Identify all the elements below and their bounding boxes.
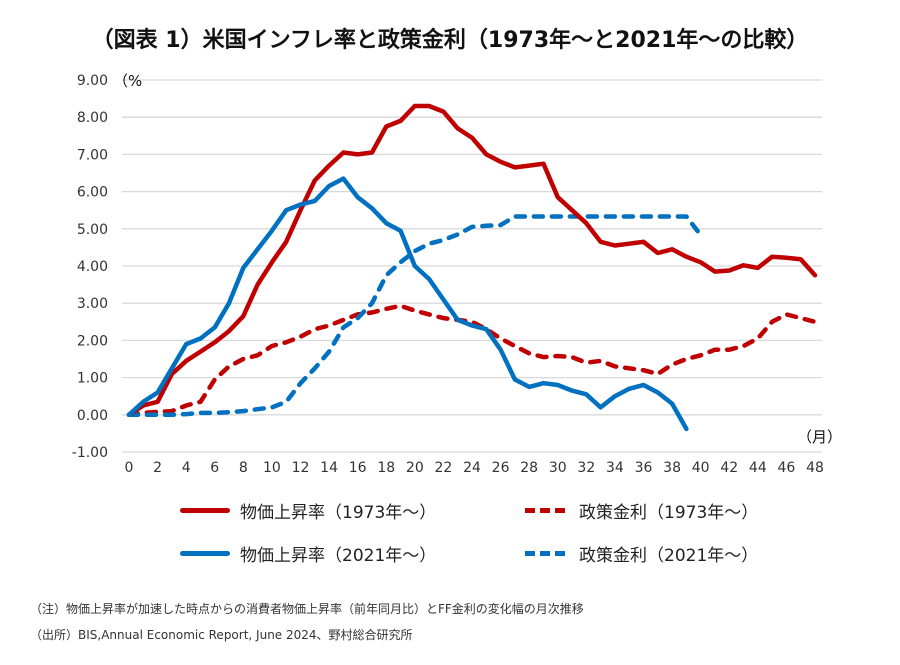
series-line-rate-2021 (126, 214, 703, 418)
x-tick-label: 38 (663, 460, 681, 476)
y-tick-label: -1.00 (72, 445, 108, 461)
gridlines (122, 79, 822, 453)
footnotes: （注）物価上昇率が加速した時点からの消費者物価上昇率（前年同月比）とFF金利の変… (30, 596, 584, 648)
y-tick-label: 1.00 (77, 371, 108, 387)
x-tick-label: 4 (182, 460, 191, 476)
x-tick-label: 48 (806, 460, 824, 476)
legend-swatch-dashed-blue (525, 551, 565, 556)
x-tick-label: 40 (692, 460, 710, 476)
x-tick-label: 36 (635, 460, 653, 476)
legend-item-rate-2021: 政策金利（2021年～） (520, 541, 758, 566)
y-axis-ticks: 9.00 8.00 7.00 6.00 5.00 4.00 3.00 2.00 1.00 0.00… (72, 73, 108, 461)
legend-swatch-dashed-red (525, 508, 565, 513)
x-tick-label: 6 (210, 460, 219, 476)
x-tick-label: 18 (377, 460, 395, 476)
legend-label: 政策金利（1973年～） (579, 503, 759, 523)
x-tick-label: 16 (349, 460, 367, 476)
x-axis-ticks: 0 2 4 6 8 10 12 14 16 18 20 22 24 26 28 30 32 34 36 38 40 42 4… (125, 460, 824, 476)
legend-item-rate-1973: 政策金利（1973年～） (520, 498, 758, 523)
legend-item-cpi-1973: 物価上昇率（1973年～） (180, 498, 436, 523)
x-tick-label: 42 (720, 460, 738, 476)
x-tick-label: 14 (320, 460, 338, 476)
legend-label: 物価上昇率（1973年～） (240, 503, 437, 523)
x-tick-label: 20 (406, 460, 424, 476)
x-tick-label: 8 (239, 460, 248, 476)
source-text: （出所）BIS,Annual Economic Report, June 202… (30, 628, 413, 642)
x-tick-label: 28 (520, 460, 538, 476)
y-tick-label: 9.00 (77, 73, 108, 89)
x-tick-label: 34 (606, 460, 624, 476)
y-tick-label: 4.00 (77, 259, 108, 275)
y-tick-label: 6.00 (77, 185, 108, 201)
series-line-cpi-2021 (126, 176, 689, 432)
line-chart: 9.00 8.00 7.00 6.00 5.00 4.00 3.00 2.00 1.00 0.00… (72, 72, 842, 476)
series-line-cpi-1973 (126, 103, 818, 418)
series-line-rate-1973 (126, 303, 818, 418)
legend-label: 政策金利（2021年～） (579, 546, 759, 566)
legend-label: 物価上昇率（2021年～） (240, 546, 437, 566)
x-tick-label: 32 (577, 460, 595, 476)
x-tick-label: 12 (292, 460, 310, 476)
x-tick-label: 44 (749, 460, 767, 476)
y-tick-label: 2.00 (77, 333, 108, 349)
y-tick-label: 7.00 (77, 147, 108, 163)
y-tick-label: 5.00 (77, 222, 108, 238)
y-axis-unit-label: （% (113, 72, 142, 90)
x-tick-label: 22 (435, 460, 453, 476)
series-lines (126, 103, 818, 432)
x-tick-label: 2 (153, 460, 162, 476)
legend-item-cpi-2021: 物価上昇率（2021年～） (180, 541, 436, 566)
x-axis-unit-label: （月） (797, 428, 842, 446)
chart-title: （図表 1）米国インフレ率と政策金利（1973年～と2021年～の比較） (91, 28, 809, 53)
x-tick-label: 30 (549, 460, 567, 476)
x-tick-label: 0 (125, 460, 134, 476)
x-tick-label: 46 (778, 460, 796, 476)
y-tick-label: 3.00 (77, 296, 108, 312)
y-tick-label: 8.00 (77, 110, 108, 126)
x-tick-label: 26 (492, 460, 510, 476)
note-text: （注）物価上昇率が加速した時点からの消費者物価上昇率（前年同月比）とFF金利の変… (30, 602, 584, 616)
x-tick-label: 24 (463, 460, 481, 476)
legend-swatch-solid-blue (180, 551, 230, 556)
legend-swatch-solid-red (180, 508, 230, 513)
x-tick-label: 10 (263, 460, 281, 476)
y-tick-label: 0.00 (77, 408, 108, 424)
